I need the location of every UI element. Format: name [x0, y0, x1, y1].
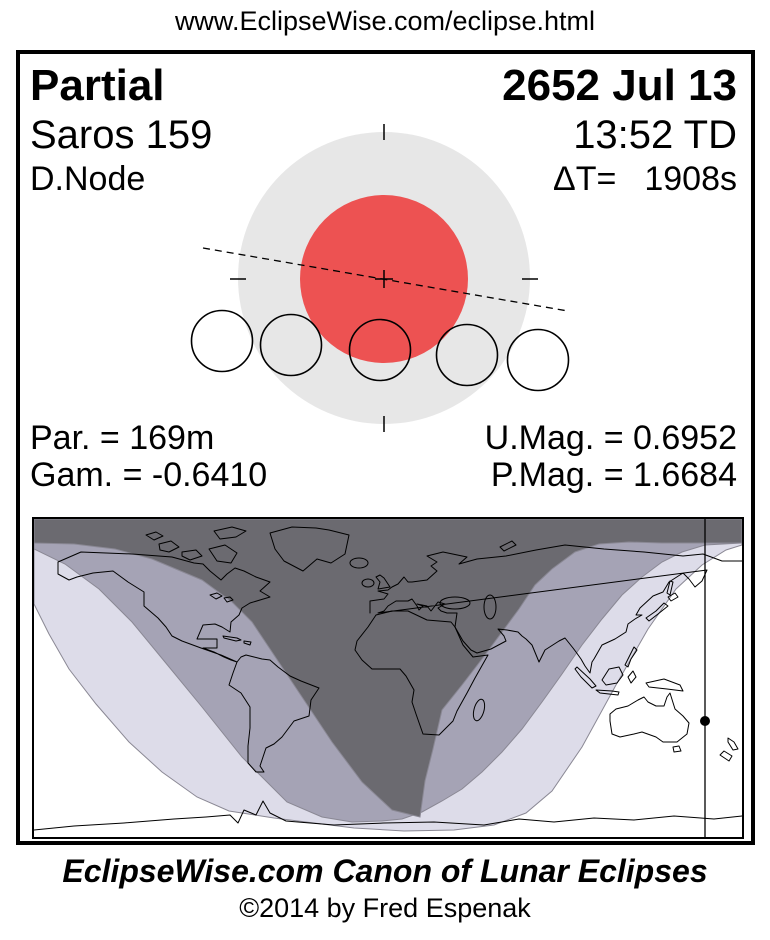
- umbral-magnitude: U.Mag. = 0.6952: [484, 419, 737, 457]
- zenith-dot: [700, 716, 710, 726]
- coast-greenland: [269, 526, 350, 572]
- partial-duration: Par. = 169m: [30, 419, 215, 457]
- eclipse-plate-frame: Partial Saros 159 D.Node 2652 Jul 13 13:…: [16, 50, 755, 845]
- coast-arctic-islands: [145, 526, 247, 564]
- coast-uk: [375, 574, 391, 590]
- coast-ireland: [361, 578, 375, 588]
- coast-black-sea: [439, 596, 471, 610]
- coast-madagascar: [472, 698, 486, 722]
- footer: EclipseWise.com Canon of Lunar Eclipses …: [0, 851, 770, 925]
- coast-north-america: [57, 551, 271, 663]
- gamma-value: Gam. = -0.6410: [30, 456, 268, 494]
- coastlines: [34, 526, 742, 831]
- moon-position-circle: [348, 318, 412, 382]
- stats-right: U.Mag. = 0.6952 P.Mag. = 1.6684: [485, 420, 737, 494]
- coast-africa: [354, 610, 489, 736]
- moon-position-circle: [259, 313, 323, 377]
- moon-position-circle: [190, 309, 254, 373]
- coast-tasmania: [672, 745, 682, 753]
- coast-caribbean: [222, 635, 252, 646]
- coast-great-lakes: [209, 592, 234, 603]
- coast-iceland: [349, 557, 369, 569]
- coast-new-zealand: [719, 737, 739, 762]
- page-title: www.EclipseWise.com/eclipse.html: [174, 6, 596, 36]
- delta-t-row: ΔT= 1908s: [502, 158, 737, 200]
- node-label: D.Node: [30, 160, 146, 198]
- coast-indonesia: [574, 646, 684, 696]
- stats-left: Par. = 169m Gam. = -0.6410: [30, 420, 267, 494]
- moon-position-circle: [435, 323, 499, 387]
- coast-japan: [645, 580, 679, 622]
- coast-australia: [609, 692, 690, 743]
- saros-label: Saros 159: [30, 113, 213, 157]
- shadow-center-cross: [375, 270, 393, 288]
- moon-position-circle: [506, 328, 570, 392]
- header-right: 2652 Jul 13 13:52 TD ΔT= 1908s: [502, 60, 737, 200]
- map-region-dark: [34, 519, 742, 818]
- eclipse-date: 2652 Jul 13: [502, 61, 737, 110]
- eclipse-geometry-diagram: [190, 124, 570, 432]
- coast-novaya-zemlya: [499, 540, 517, 552]
- footer-copyright: ©2014 by Fred Espenak: [239, 893, 531, 923]
- visibility-map-svg: [34, 519, 742, 837]
- coast-antarctica: [34, 800, 742, 831]
- coast-eurasia: [369, 544, 742, 674]
- coast-south-america: [228, 654, 320, 773]
- delta-t-label: ΔT=: [553, 160, 617, 198]
- eclipse-type-label: Partial: [30, 61, 165, 110]
- cardinal-tick-marks: [230, 124, 538, 432]
- penumbral-magnitude: P.Mag. = 1.6684: [490, 456, 737, 494]
- moon-positions: [190, 309, 570, 392]
- header-left: Partial Saros 159 D.Node: [30, 60, 212, 200]
- visibility-map: [32, 517, 744, 839]
- delta-t-value: 1908s: [644, 160, 737, 198]
- eclipse-time: 13:52 TD: [573, 113, 737, 157]
- footer-canon-title: EclipseWise.com Canon of Lunar Eclipses: [62, 853, 708, 889]
- coast-caspian-sea: [483, 594, 497, 620]
